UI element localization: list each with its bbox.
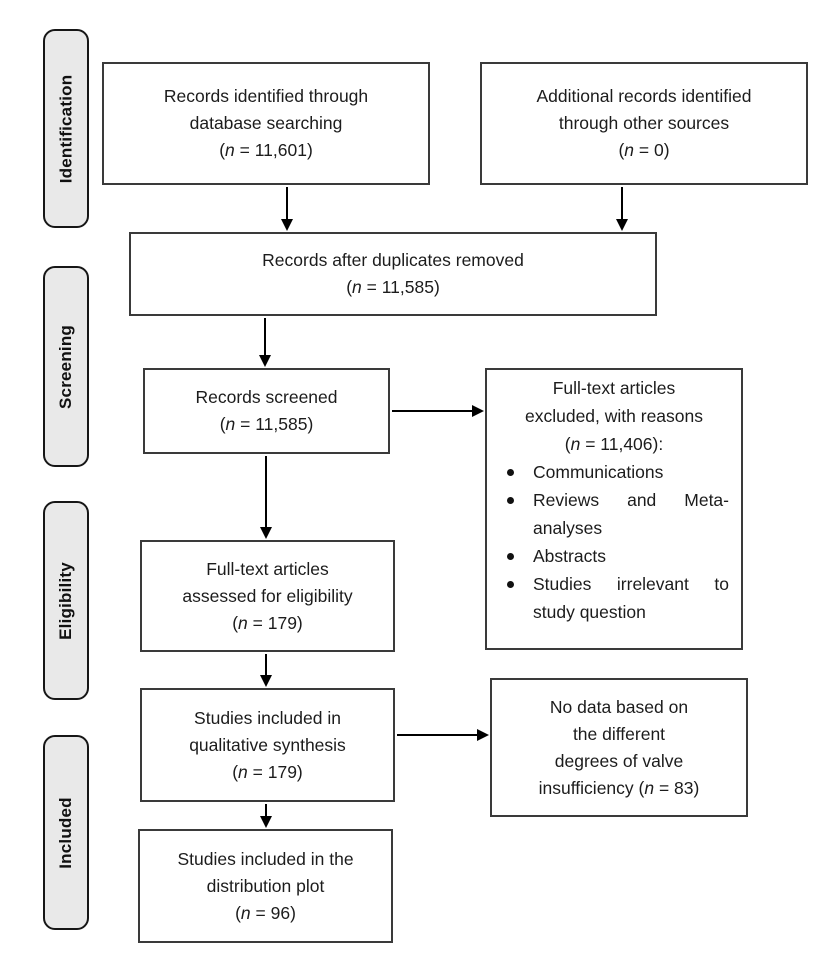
box-text-line: assessed for eligibility — [182, 585, 353, 606]
box-text-line: Records screened — [195, 387, 338, 407]
box-qualitative-synthesis: Studies included in qualitative synthesi… — [140, 688, 395, 802]
stage-included-label: Included — [56, 796, 75, 869]
box-text-line: distribution plot — [206, 875, 325, 896]
box-records-identified: Records identified through database sear… — [102, 62, 430, 185]
box-no-data: No data based on the different degrees o… — [490, 678, 748, 817]
box-text-line: No data based on — [549, 696, 689, 717]
stage-screening: Screening — [43, 266, 89, 467]
stage-identification-label: Identification — [56, 74, 76, 183]
box-text-line: Full-text articles — [206, 558, 329, 579]
exclusion-reason-item: Reviews and Meta-analyses — [487, 486, 741, 542]
stat-line: (n = 179) — [232, 612, 303, 633]
exclusion-reason-item: Abstracts — [487, 542, 741, 570]
stat-line: (n = 179) — [232, 761, 303, 782]
box-text-line: through other sources — [558, 113, 730, 133]
box-text-line: excluded, with reasons — [524, 406, 704, 426]
stage-screening-label: Screening — [56, 324, 75, 409]
exclusion-reason-item: Studies irrelevant to study question — [487, 570, 741, 626]
exclusion-reasons-list: Communications Reviews and Meta-analyses… — [487, 458, 741, 626]
exclusion-reason-item: Communications — [487, 458, 741, 486]
box-additional-records: Additional records identified through ot… — [480, 62, 808, 185]
stat-line: (n = 11,406): — [564, 434, 664, 454]
stage-eligibility: Eligibility — [43, 501, 89, 700]
box-text-line: Full-text articles — [552, 378, 676, 398]
stage-identification: Identification — [43, 29, 89, 228]
box-fulltext-assessed: Full-text articles assessed for eligibil… — [140, 540, 395, 652]
box-text-line: database searching — [189, 113, 343, 133]
box-distribution-plot: Studies included in the distribution plo… — [138, 829, 393, 943]
stat-line: (n = 11,601) — [219, 140, 313, 160]
box-text-line: the different — [572, 723, 666, 744]
box-text-line: degrees of valve — [554, 750, 684, 771]
box-fulltext-excluded: Full-text articles excluded, with reason… — [485, 368, 743, 650]
box-text-line: Studies included in the — [177, 848, 354, 869]
stage-included: Included — [43, 735, 89, 930]
box-duplicates-removed: Records after duplicates removed (n = 11… — [129, 232, 657, 316]
box-records-screened: Records screened (n = 11,585) — [143, 368, 390, 454]
box-text-line: qualitative synthesis — [189, 734, 346, 755]
stat-line: (n = 11,585) — [346, 277, 440, 297]
box-text-line: Records identified through — [163, 86, 369, 106]
box-text-line: Studies included in — [194, 707, 341, 728]
box-text-line: Records after duplicates removed — [262, 250, 524, 270]
stat-line: (n = 96) — [235, 902, 296, 923]
stat-line: (n = 0) — [618, 140, 670, 160]
box-text-line: Additional records identified — [536, 86, 752, 106]
stat-line: insufficiency (n = 83) — [538, 777, 700, 798]
stage-eligibility-label: Eligibility — [56, 561, 76, 640]
stat-line: (n = 11,585) — [219, 414, 314, 434]
